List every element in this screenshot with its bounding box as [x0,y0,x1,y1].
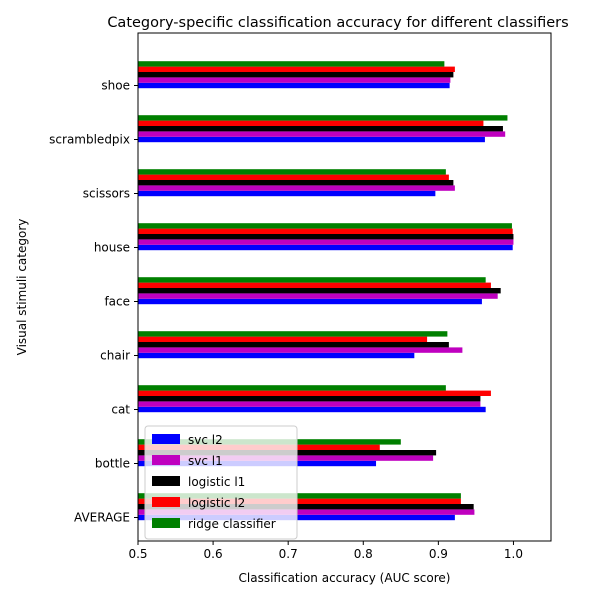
bar-AVERAGE-logistic-l2 [138,498,461,504]
x-tick-label: 0.8 [354,547,373,561]
bar-scrambledpix-svc-l1 [138,131,506,137]
bar-AVERAGE-logistic-l1 [138,504,474,510]
x-tick-label: 0.9 [429,547,448,561]
legend-swatch [152,455,180,465]
legend-box [144,425,298,540]
x-axis-title: Classification accuracy (AUC score) [239,571,451,585]
bar-chair-logistic-l2 [138,336,428,342]
y-tick-label: AVERAGE [74,511,130,525]
chart-title: Category-specific classification accurac… [107,15,568,31]
x-tick-label: 0.5 [128,547,147,561]
bar-face-logistic-l2 [138,282,491,288]
y-tick-label: chair [100,349,130,363]
bar-chair-svc-l2 [138,352,415,359]
bar-scissors-svc-l1 [138,185,455,191]
legend-swatch [152,476,180,486]
legend-label: svc l2 [188,433,223,447]
bar-scrambledpix-logistic-l2 [138,120,484,126]
bar-house-ridge-classifier [138,223,512,229]
y-tick-label: scrambledpix [49,133,130,147]
plot-frame [137,32,552,542]
bar-cat-logistic-l1 [138,396,481,402]
bar-scrambledpix-svc-l2 [138,136,485,143]
legend-label: ridge classifier [188,517,276,531]
bar-scissors-svc-l2 [138,190,436,197]
bar-AVERAGE-svc-l1 [138,509,475,515]
bar-cat-svc-l1 [138,401,481,407]
y-tick-label: house [94,241,130,255]
x-axis: 0.5 0.6 0.7 0.8 0.9 1.0 [128,541,523,561]
bar-cat-ridge-classifier [138,385,446,391]
bar-chair-logistic-l1 [138,342,449,348]
bar-house-logistic-l2 [138,228,513,234]
y-axis-title: Visual stimuli category [15,219,29,356]
legend-swatch [152,518,180,528]
legend-swatch [152,434,180,444]
bar-face-logistic-l1 [138,288,501,294]
bar-chair-svc-l1 [138,347,463,353]
y-tick-label: scissors [83,187,130,201]
y-tick-label: shoe [101,79,130,93]
y-axis: AVERAGE bottle cat chair face house scissors sc… [49,79,138,525]
bar-shoe-logistic-l1 [138,72,454,78]
legend-label: logistic l1 [188,475,245,489]
bar-face-ridge-classifier [138,277,486,283]
x-tick-label: 1.0 [504,547,523,561]
bar-shoe-logistic-l2 [138,66,455,72]
bar-face-svc-l1 [138,293,498,299]
bar-scrambledpix-ridge-classifier [138,115,508,121]
x-tick-label: 0.7 [279,547,298,561]
bar-scissors-logistic-l1 [138,180,454,186]
legend-label: svc l1 [188,454,223,468]
bar-scissors-logistic-l2 [138,174,449,180]
bar-scrambledpix-logistic-l1 [138,126,503,132]
bar-scissors-ridge-classifier [138,169,446,175]
bar-cat-logistic-l2 [138,390,491,396]
bar-shoe-ridge-classifier [138,61,445,67]
bar-chair-ridge-classifier [138,331,448,337]
x-tick-label: 0.6 [204,547,223,561]
y-tick-label: cat [111,403,130,417]
y-tick-label: face [104,295,130,309]
legend: svc l2 svc l1 logistic l1 logistic l2 ridge … [144,425,298,540]
legend-label: logistic l2 [188,496,245,510]
bar-shoe-svc-l1 [138,77,451,83]
legend-swatch [152,497,180,507]
bar-house-svc-l1 [138,239,514,245]
y-tick-label: bottle [95,457,130,471]
bar-shoe-svc-l2 [138,82,450,89]
bars-group [138,61,514,521]
bar-cat-svc-l2 [138,406,486,413]
bar-house-logistic-l1 [138,234,514,240]
bar-face-svc-l2 [138,298,482,305]
bar-AVERAGE-ridge-classifier [138,493,461,499]
bar-house-svc-l2 [138,244,513,251]
